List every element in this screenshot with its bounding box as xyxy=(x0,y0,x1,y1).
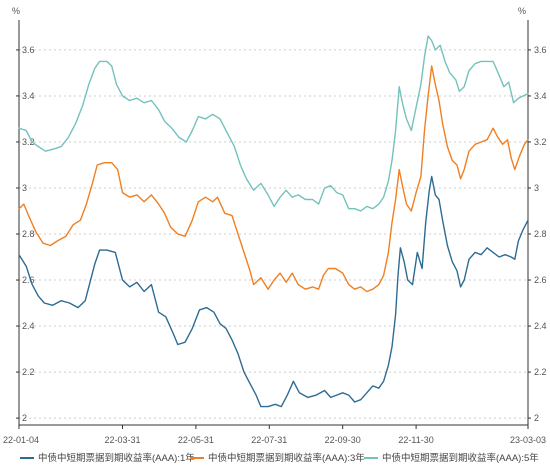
x-tick-label: 22-09-30 xyxy=(325,435,361,445)
y-tick-label-left: 3.2 xyxy=(22,137,35,147)
legend-label-2: 中债中短期票据到期收益率(AAA):3年 xyxy=(208,452,365,464)
y-tick-label-left: 2.4 xyxy=(22,321,35,331)
legend: 中债中短期票据到期收益率(AAA):1年 中债中短期票据到期收益率(AAA):3年… xyxy=(20,452,539,464)
left-axis-unit: % xyxy=(12,6,20,16)
y-tick-label-right: 3.4 xyxy=(534,91,547,101)
y-tick-label-left: 3.6 xyxy=(22,45,35,55)
x-tick-labels: 22-01-04 22-03-31 22-05-31 22-07-31 22-09-30… xyxy=(3,425,546,445)
y-tick-label-left: 2.6 xyxy=(22,275,35,285)
y-tick-label-right: 3.6 xyxy=(534,45,547,55)
x-tick-label: 22-07-31 xyxy=(251,435,287,445)
series-line-3 xyxy=(18,35,529,212)
y-tick-label-right: 3.2 xyxy=(534,137,547,147)
y-tick-label-left: 2.2 xyxy=(22,367,35,377)
y-tick-labels: 2 2 2.2 2.2 2.4 2.4 2.6 2.6 2.8 2.8 3 3 3.2 3.2 3.4 3.4… xyxy=(16,45,547,423)
legend-label-1: 中债中短期票据到期收益率(AAA):1年 xyxy=(38,452,195,464)
x-tick-label: 22-03-31 xyxy=(104,435,140,445)
y-tick-label-right: 2.6 xyxy=(534,275,547,285)
x-tick-label: 22-11-30 xyxy=(398,435,433,445)
series-line-2 xyxy=(18,65,529,293)
x-tick-label: 22-05-31 xyxy=(178,435,214,445)
gridlines xyxy=(19,49,528,419)
y-tick-label-left: 3 xyxy=(22,183,27,193)
right-axis-unit: % xyxy=(518,6,526,16)
y-tick-label-left: 2.8 xyxy=(22,229,35,239)
y-tick-label-left: 2 xyxy=(22,413,27,423)
y-tick-label-left: 3.4 xyxy=(22,91,35,101)
y-tick-label-right: 2.4 xyxy=(534,321,547,331)
legend-label-3: 中债中短期票据到期收益率(AAA):5年 xyxy=(382,452,539,464)
x-tick-label: 22-01-04 xyxy=(3,435,39,445)
y-tick-label-right: 2 xyxy=(534,413,539,423)
y-tick-label-right: 3 xyxy=(534,183,539,193)
y-tick-label-right: 2.2 xyxy=(534,367,547,377)
series-lines xyxy=(18,35,529,408)
axes xyxy=(18,20,529,426)
x-tick-label: 23-03-03 xyxy=(510,435,546,445)
y-tick-label-right: 2.8 xyxy=(534,229,547,239)
series-line-1 xyxy=(18,175,529,408)
